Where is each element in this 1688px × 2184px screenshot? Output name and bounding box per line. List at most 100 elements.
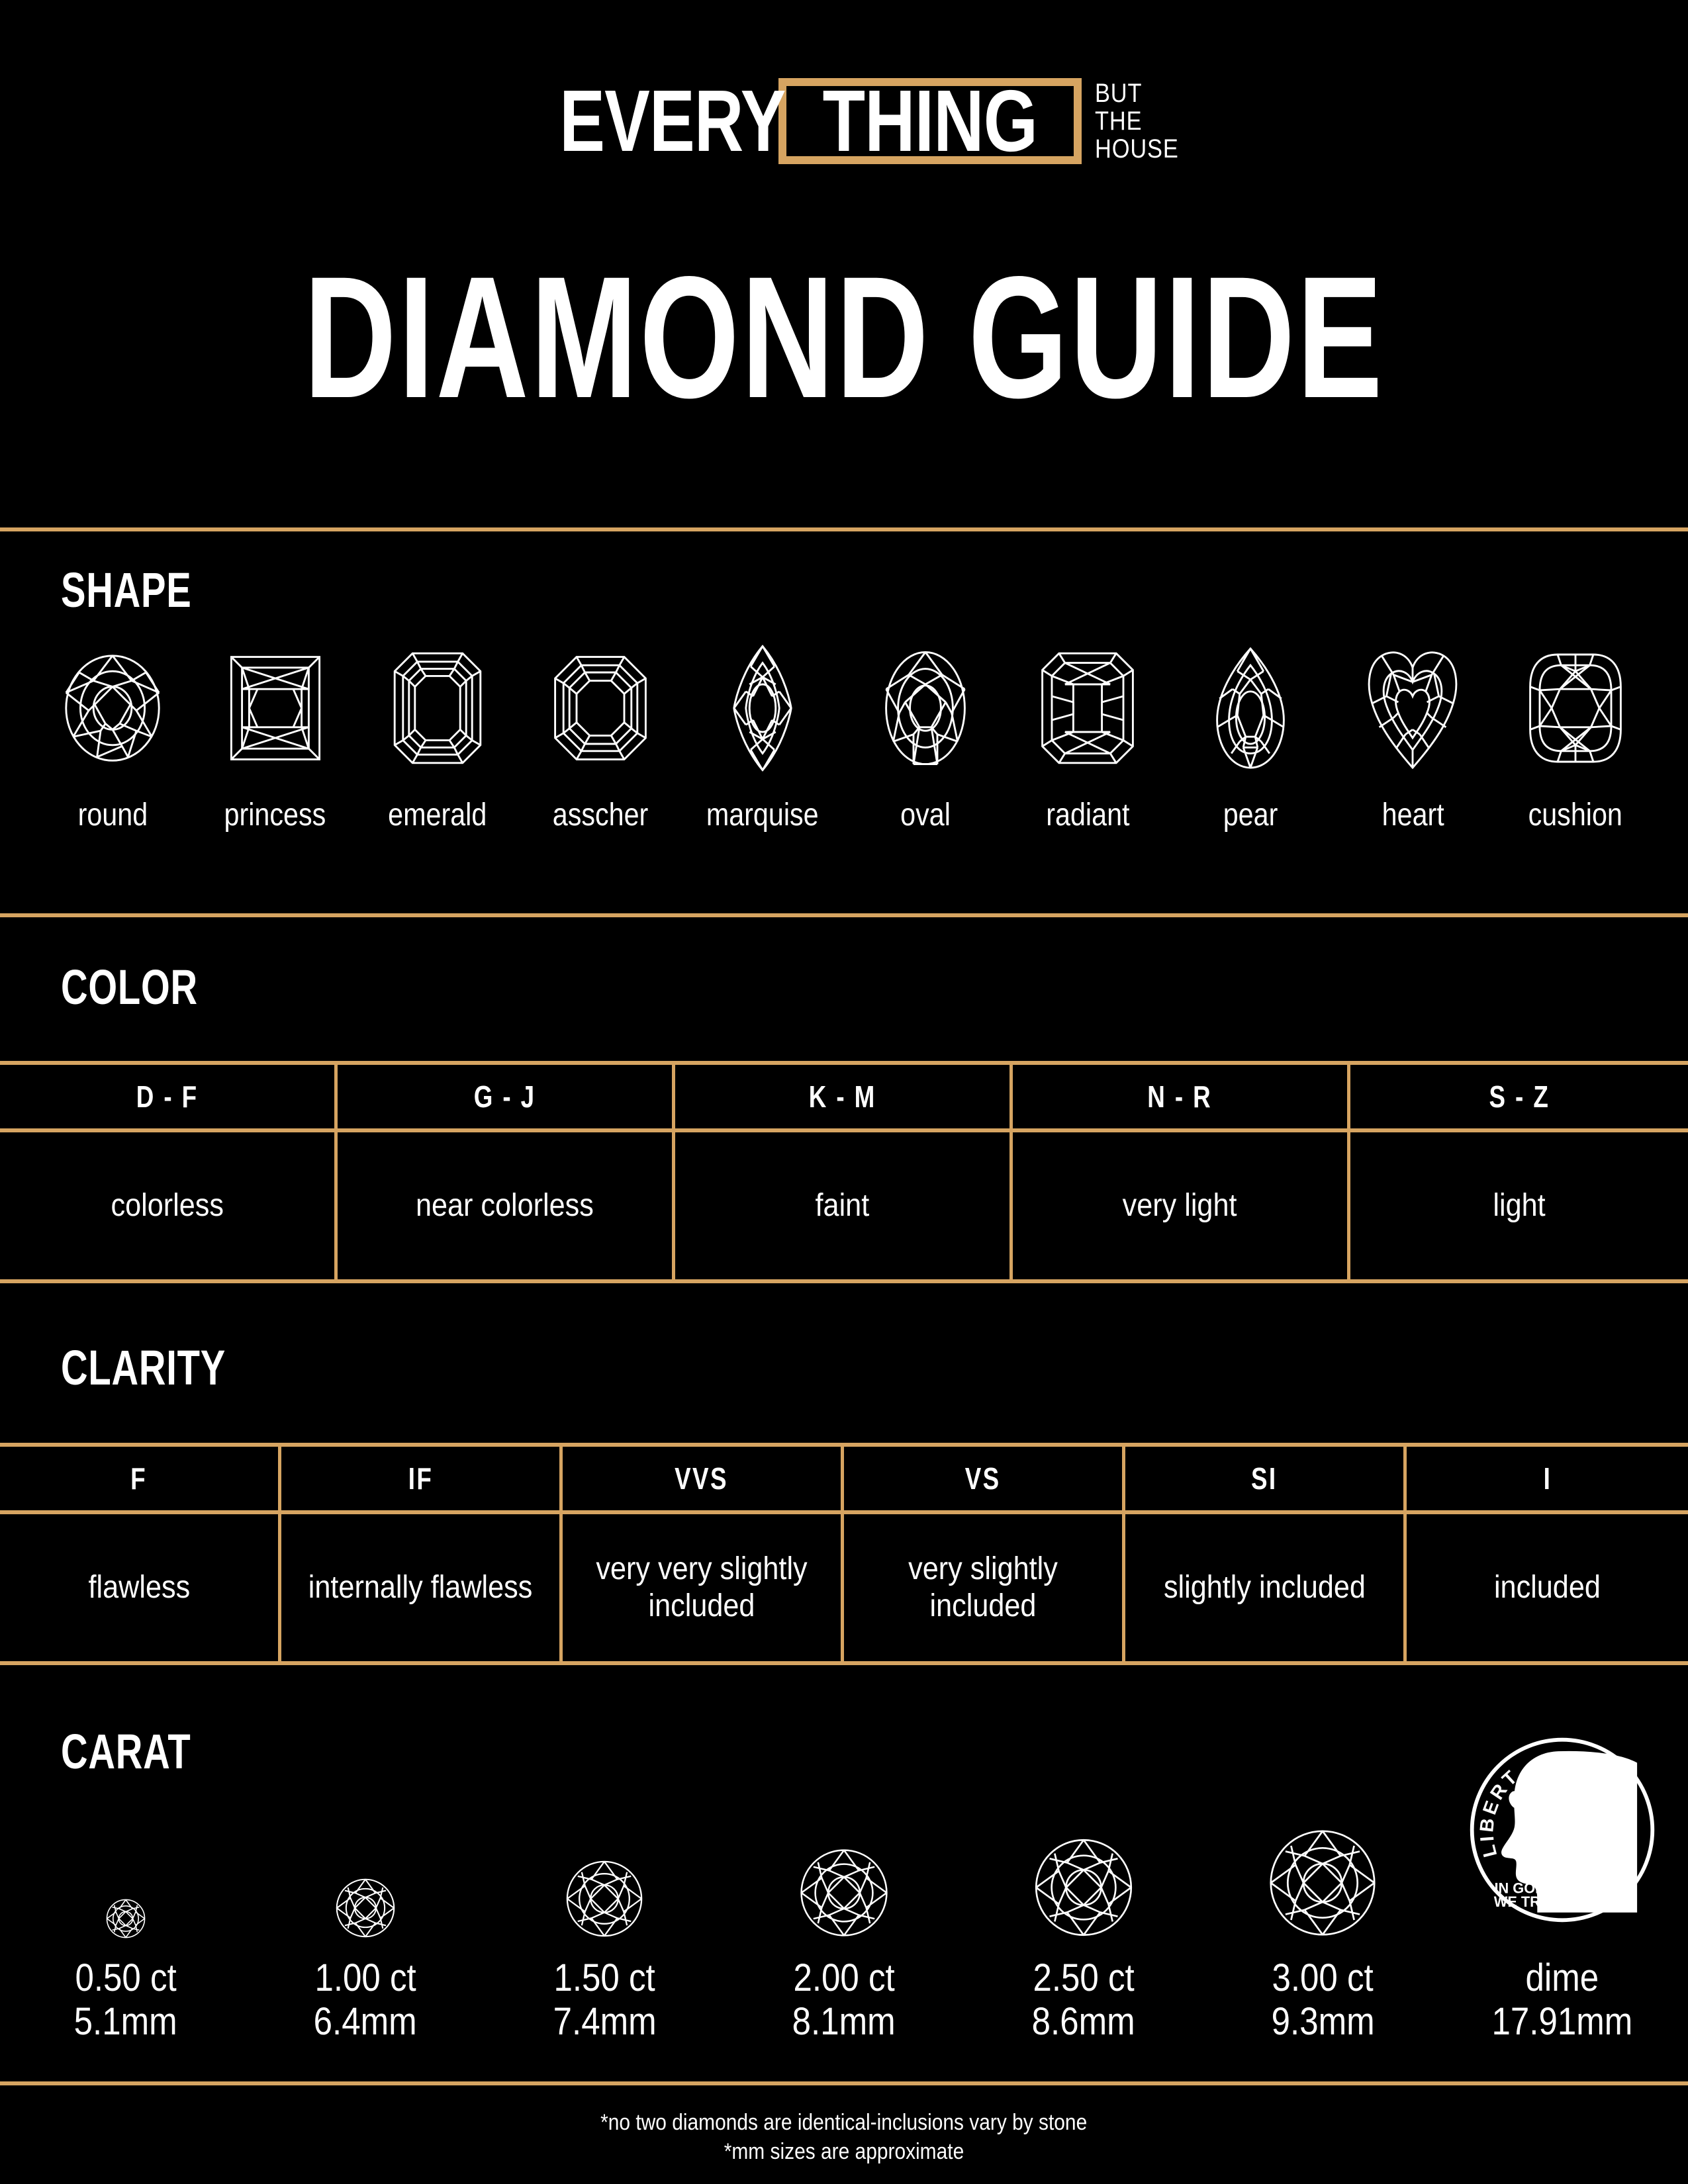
carat-size: 17.91mm <box>1491 2000 1633 2043</box>
carat-weight: dime <box>1525 1956 1599 1999</box>
carat-weight: 2.50 ct <box>1032 1956 1135 1999</box>
section-heading-carat: CARAT <box>61 1724 191 1779</box>
oval-diamond-icon <box>884 651 966 766</box>
logo-tagline: BUT THE HOUSE <box>1095 78 1192 164</box>
logo-tagline-the: THE <box>1095 107 1143 136</box>
shape-item-asscher[interactable]: asscher <box>528 632 673 832</box>
shape-item-marquise[interactable]: marquise <box>690 632 835 832</box>
carat-gallery: 0.50 ct 5.1mm 1.00 ct 6.4mm <box>26 1721 1662 2044</box>
carat-label: 1.00 ct 6.4mm <box>306 1956 424 2044</box>
clarity-grade-header: SI <box>1125 1447 1407 1510</box>
color-table-header-row: D - F G - J K - M N - R S - Z <box>0 1061 1688 1132</box>
dime-motto-line2: WE TRUST <box>1494 1893 1570 1910</box>
carat-item-3[interactable]: 2.00 ct 8.1mm <box>745 1741 943 2044</box>
logo-tagline-but: BUT <box>1095 79 1143 108</box>
clarity-desc-cell: internally flawless <box>281 1514 563 1661</box>
footnote-line-1: *no two diamonds are identical-inclusion… <box>600 2110 1088 2135</box>
round-brilliant-icon <box>1035 1839 1132 1936</box>
footnotes: *no two diamonds are identical-inclusion… <box>0 2108 1688 2166</box>
logo-thing-box: THING <box>778 72 1082 169</box>
pear-diamond-icon <box>1215 647 1285 769</box>
carat-weight: 3.00 ct <box>1272 1956 1374 1999</box>
round-diamond-icon <box>65 655 160 762</box>
color-grade-header: S - Z <box>1489 1079 1550 1114</box>
clarity-desc-cell: slightly included <box>1125 1514 1407 1661</box>
color-desc-cell: near colorless <box>338 1132 675 1279</box>
carat-size: 9.3mm <box>1271 2000 1375 2043</box>
carat-gem-wrap <box>105 1741 146 1939</box>
carat-label: 1.50 ct 7.4mm <box>546 1956 663 2044</box>
clarity-table-body-row: flawless internally flawless very very s… <box>0 1514 1688 1665</box>
shape-item-radiant[interactable]: radiant <box>1015 632 1160 832</box>
shape-item-princess[interactable]: princess <box>203 632 348 832</box>
princess-diamond-icon <box>230 656 320 760</box>
color-grade-header: K - M <box>675 1065 1013 1128</box>
color-grade-header: G - J <box>338 1065 675 1128</box>
shape-label: radiant <box>1046 797 1130 833</box>
page-title-text: DIAMOND GUIDE <box>303 240 1385 434</box>
carat-item-dime[interactable]: LIBERTY IN GOD WE TRUST 2022 dime 17.91m… <box>1463 1721 1662 2044</box>
shape-item-round[interactable]: round <box>40 632 185 832</box>
shape-label: pear <box>1223 797 1278 833</box>
shape-item-emerald[interactable]: emerald <box>365 632 510 832</box>
shape-gallery: round princess <box>40 632 1648 832</box>
carat-size: 6.4mm <box>313 2000 417 2043</box>
dime-motto-line1: IN GOD <box>1494 1880 1545 1897</box>
carat-item-2[interactable]: 1.50 ct 7.4mm <box>505 1741 704 2044</box>
cushion-diamond-icon <box>1529 653 1622 763</box>
section-heading-color: COLOR <box>61 960 198 1015</box>
logo-word-thing: THING <box>822 72 1038 169</box>
clarity-grade-header: F <box>0 1447 281 1510</box>
clarity-desc-cell: included <box>1494 1570 1601 1605</box>
carat-gem-wrap <box>798 1741 890 1939</box>
heart-diamond-icon <box>1368 651 1458 770</box>
carat-size: 8.6mm <box>1031 2000 1135 2043</box>
page-title: DIAMOND GUIDE <box>0 240 1688 434</box>
carat-item-4[interactable]: 2.50 ct 8.6mm <box>984 1741 1183 2044</box>
shape-item-oval[interactable]: oval <box>853 632 998 832</box>
color-desc-cell: faint <box>675 1132 1013 1279</box>
carat-size: 8.1mm <box>792 2000 896 2043</box>
carat-label: 0.50 ct 5.1mm <box>67 1956 184 2044</box>
divider-bottom <box>0 2081 1688 2085</box>
clarity-table: F IF VVS VS SI I flawless internally fla… <box>0 1443 1688 1665</box>
carat-label: 2.50 ct 8.6mm <box>1025 1956 1142 2044</box>
color-desc-cell: very light <box>1013 1132 1350 1279</box>
carat-item-5[interactable]: 3.00 ct 9.3mm <box>1223 1741 1422 2044</box>
carat-gem-wrap <box>1032 1741 1135 1939</box>
round-brilliant-icon <box>800 1849 888 1936</box>
marquise-diamond-icon <box>733 645 792 772</box>
clarity-grade-header: VVS <box>563 1447 844 1510</box>
shape-label: round <box>77 797 148 833</box>
asscher-diamond-icon <box>553 656 647 760</box>
section-heading-shape: SHAPE <box>61 563 192 617</box>
carat-weight: 1.00 ct <box>314 1956 416 1999</box>
carat-size: 5.1mm <box>73 2000 177 2043</box>
section-heading-clarity: CLARITY <box>61 1340 226 1395</box>
footnote-line-2: *mm sizes are approximate <box>724 2139 964 2164</box>
divider-shape-color <box>0 913 1688 917</box>
carat-item-1[interactable]: 1.00 ct 6.4mm <box>266 1741 465 2044</box>
shape-item-cushion[interactable]: cushion <box>1503 632 1648 832</box>
round-brilliant-icon <box>106 1899 146 1938</box>
carat-gem-wrap <box>1266 1741 1379 1939</box>
clarity-desc-cell: very very slightly included <box>563 1514 844 1661</box>
carat-item-0[interactable]: 0.50 ct 5.1mm <box>26 1741 225 2044</box>
color-desc-cell: colorless <box>0 1132 338 1279</box>
shape-label: oval <box>900 797 951 833</box>
shape-item-pear[interactable]: pear <box>1178 632 1323 832</box>
carat-size: 7.4mm <box>553 2000 657 2043</box>
color-grade-header: D - F <box>0 1065 338 1128</box>
shape-item-heart[interactable]: heart <box>1340 632 1485 832</box>
logo-tagline-house: HOUSE <box>1095 134 1179 163</box>
clarity-grade-header: I <box>1543 1461 1552 1496</box>
shape-label: asscher <box>552 797 648 833</box>
clarity-table-header-row: F IF VVS VS SI I <box>0 1443 1688 1514</box>
carat-weight: 2.00 ct <box>793 1956 895 1999</box>
carat-label: 2.00 ct 8.1mm <box>785 1956 902 2044</box>
clarity-grade-header: VS <box>844 1447 1125 1510</box>
round-brilliant-icon <box>567 1860 643 1937</box>
shape-label: princess <box>224 797 326 833</box>
color-table: D - F G - J K - M N - R S - Z colorless … <box>0 1061 1688 1283</box>
logo-word-every: EVERY <box>559 72 786 169</box>
